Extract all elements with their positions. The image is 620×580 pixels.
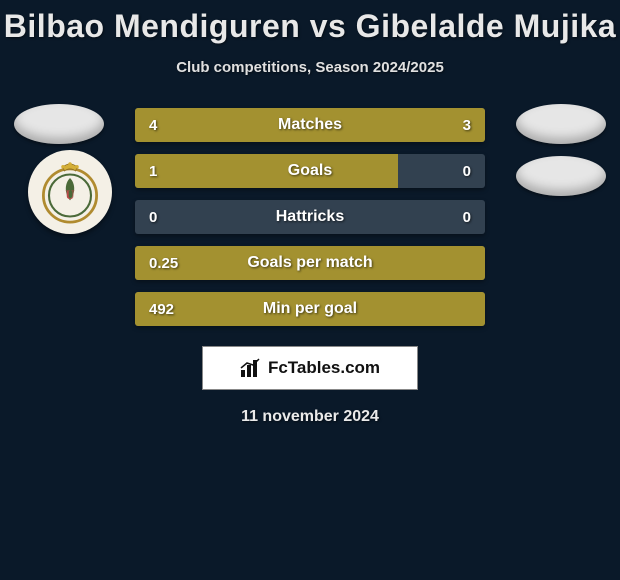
brand-box[interactable]: FcTables.com xyxy=(202,346,418,390)
player-right-badge xyxy=(516,104,606,144)
stat-label: Min per goal xyxy=(135,292,485,326)
player-left-badge xyxy=(14,104,104,144)
stat-row: 1Goals0 xyxy=(135,154,485,188)
chart-icon xyxy=(240,358,262,378)
stat-row: 4Matches3 xyxy=(135,108,485,142)
stat-label: Hattricks xyxy=(135,200,485,234)
page-title: Bilbao Mendiguren vs Gibelalde Mujika xyxy=(0,8,620,45)
stat-row: 0Hattricks0 xyxy=(135,200,485,234)
stat-rows: 4Matches31Goals00Hattricks00.25Goals per… xyxy=(135,108,485,326)
svg-text:U: U xyxy=(65,188,74,202)
stat-value-right: 0 xyxy=(463,154,471,188)
stat-label: Goals xyxy=(135,154,485,188)
brand-text: FcTables.com xyxy=(268,358,380,378)
crest-icon: U xyxy=(35,157,105,227)
stat-value-right: 3 xyxy=(463,108,471,142)
stat-row: 492Min per goal xyxy=(135,292,485,326)
stat-label: Goals per match xyxy=(135,246,485,280)
stats-area: U 4Matches31Goals00Hattricks00.25Goals p… xyxy=(0,108,620,326)
stat-value-right: 0 xyxy=(463,200,471,234)
stat-label: Matches xyxy=(135,108,485,142)
stat-row: 0.25Goals per match xyxy=(135,246,485,280)
date-text: 11 november 2024 xyxy=(0,408,620,426)
page-subtitle: Club competitions, Season 2024/2025 xyxy=(0,59,620,76)
player-right-badge-2 xyxy=(516,156,606,196)
club-crest-left: U xyxy=(28,150,112,234)
